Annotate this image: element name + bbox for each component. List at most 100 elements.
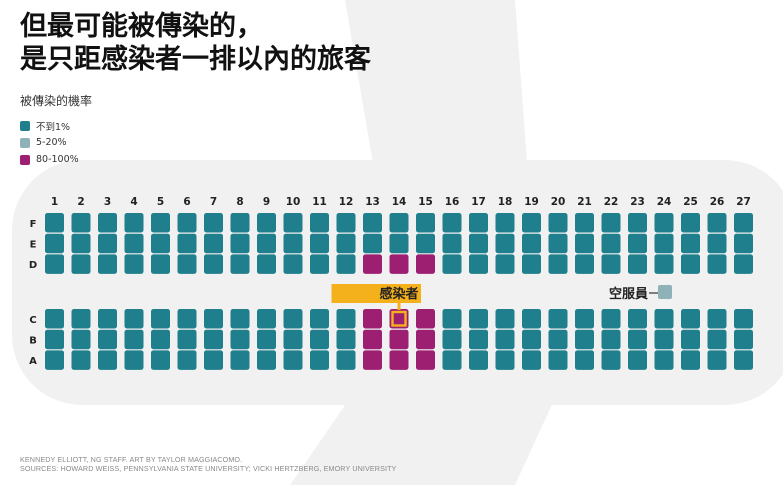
seat-13c [363, 309, 382, 329]
seat-9b [257, 329, 276, 350]
seat-22f [601, 213, 621, 233]
seat-10c [283, 309, 303, 329]
seat-15c [416, 309, 435, 329]
seat-7c [204, 309, 223, 329]
seat-1b [45, 329, 64, 350]
seat-22a [601, 350, 621, 370]
seat-17a [469, 350, 488, 370]
seat-15a [416, 350, 435, 370]
seat-1d [45, 254, 64, 274]
seat-19d [522, 254, 541, 274]
seat-11e [310, 233, 329, 254]
seat-27f [734, 213, 753, 233]
seat-14d [389, 254, 409, 274]
row-number-24: 24 [657, 196, 672, 208]
row-number-10: 10 [286, 196, 301, 208]
title-line-2: 是只距感染者一排以內的旅客 [20, 44, 371, 75]
seat-6b [177, 329, 197, 350]
seat-26e [707, 233, 727, 254]
seat-16b [442, 329, 462, 350]
seat-23e [628, 233, 647, 254]
seat-26a [707, 350, 727, 370]
seat-19e [522, 233, 541, 254]
row-number-17: 17 [471, 196, 486, 208]
seat-20f [548, 213, 568, 233]
row-number-5: 5 [157, 196, 164, 208]
seat-10a [283, 350, 303, 370]
seat-20e [548, 233, 568, 254]
airplane-upper-wing [345, 0, 528, 175]
seat-23a [628, 350, 647, 370]
seat-11f [310, 213, 329, 233]
seat-21a [575, 350, 594, 370]
seat-2e [71, 233, 91, 254]
page-title: 但最可能被傳染的， 是只距感染者一排以內的旅客 [20, 10, 371, 76]
seat-18a [495, 350, 515, 370]
seat-21d [575, 254, 594, 274]
seat-4d [124, 254, 144, 274]
seat-16d [442, 254, 462, 274]
seat-13e [363, 233, 382, 254]
seat-13b [363, 329, 382, 350]
seat-2a [71, 350, 91, 370]
legend-label-mid: 5-20% [36, 137, 67, 148]
seat-27e [734, 233, 753, 254]
row-number-22: 22 [604, 196, 619, 208]
seat-18f [495, 213, 515, 233]
seat-1e [45, 233, 64, 254]
seat-12d [336, 254, 356, 274]
seat-3e [98, 233, 117, 254]
seat-26f [707, 213, 727, 233]
seat-5d [151, 254, 170, 274]
row-number-13: 13 [365, 196, 380, 208]
seat-15d [416, 254, 435, 274]
seat-17f [469, 213, 488, 233]
seat-7b [204, 329, 223, 350]
seat-25b [681, 329, 700, 350]
seat-2c [71, 309, 91, 329]
seat-26c [707, 309, 727, 329]
seat-21e [575, 233, 594, 254]
seat-8c [230, 309, 250, 329]
seat-22e [601, 233, 621, 254]
seat-20b [548, 329, 568, 350]
seat-3f [98, 213, 117, 233]
row-number-21: 21 [577, 196, 592, 208]
row-number-12: 12 [339, 196, 354, 208]
seat-19c [522, 309, 541, 329]
seat-6e [177, 233, 197, 254]
seat-27c [734, 309, 753, 329]
seat-1a [45, 350, 64, 370]
seat-24c [654, 309, 674, 329]
seat-27a [734, 350, 753, 370]
seat-25f [681, 213, 700, 233]
row-number-23: 23 [630, 196, 645, 208]
credit-sources: SOURCES: HOWARD WEISS, PENNSYLVANIA STAT… [20, 464, 397, 473]
seat-17e [469, 233, 488, 254]
seat-9e [257, 233, 276, 254]
row-number-11: 11 [312, 196, 327, 208]
seat-letter-f: F [30, 219, 37, 230]
seat-12f [336, 213, 356, 233]
seat-15b [416, 329, 435, 350]
seat-21c [575, 309, 594, 329]
infected-label: 感染者 [379, 286, 418, 302]
seat-22c [601, 309, 621, 329]
seat-22d [601, 254, 621, 274]
seat-5c [151, 309, 170, 329]
seat-8a [230, 350, 250, 370]
seat-4b [124, 329, 144, 350]
row-number-18: 18 [498, 196, 513, 208]
legend-label-low: 不到1% [36, 121, 71, 133]
row-number-19: 19 [524, 196, 539, 208]
seat-8b [230, 329, 250, 350]
seat-11d [310, 254, 329, 274]
seat-20c [548, 309, 568, 329]
legend-title: 被傳染的機率 [20, 94, 93, 108]
row-number-7: 7 [210, 196, 217, 208]
row-number-1: 1 [51, 196, 58, 208]
seat-13f [363, 213, 382, 233]
seat-19a [522, 350, 541, 370]
seat-letter-d: D [29, 260, 37, 271]
